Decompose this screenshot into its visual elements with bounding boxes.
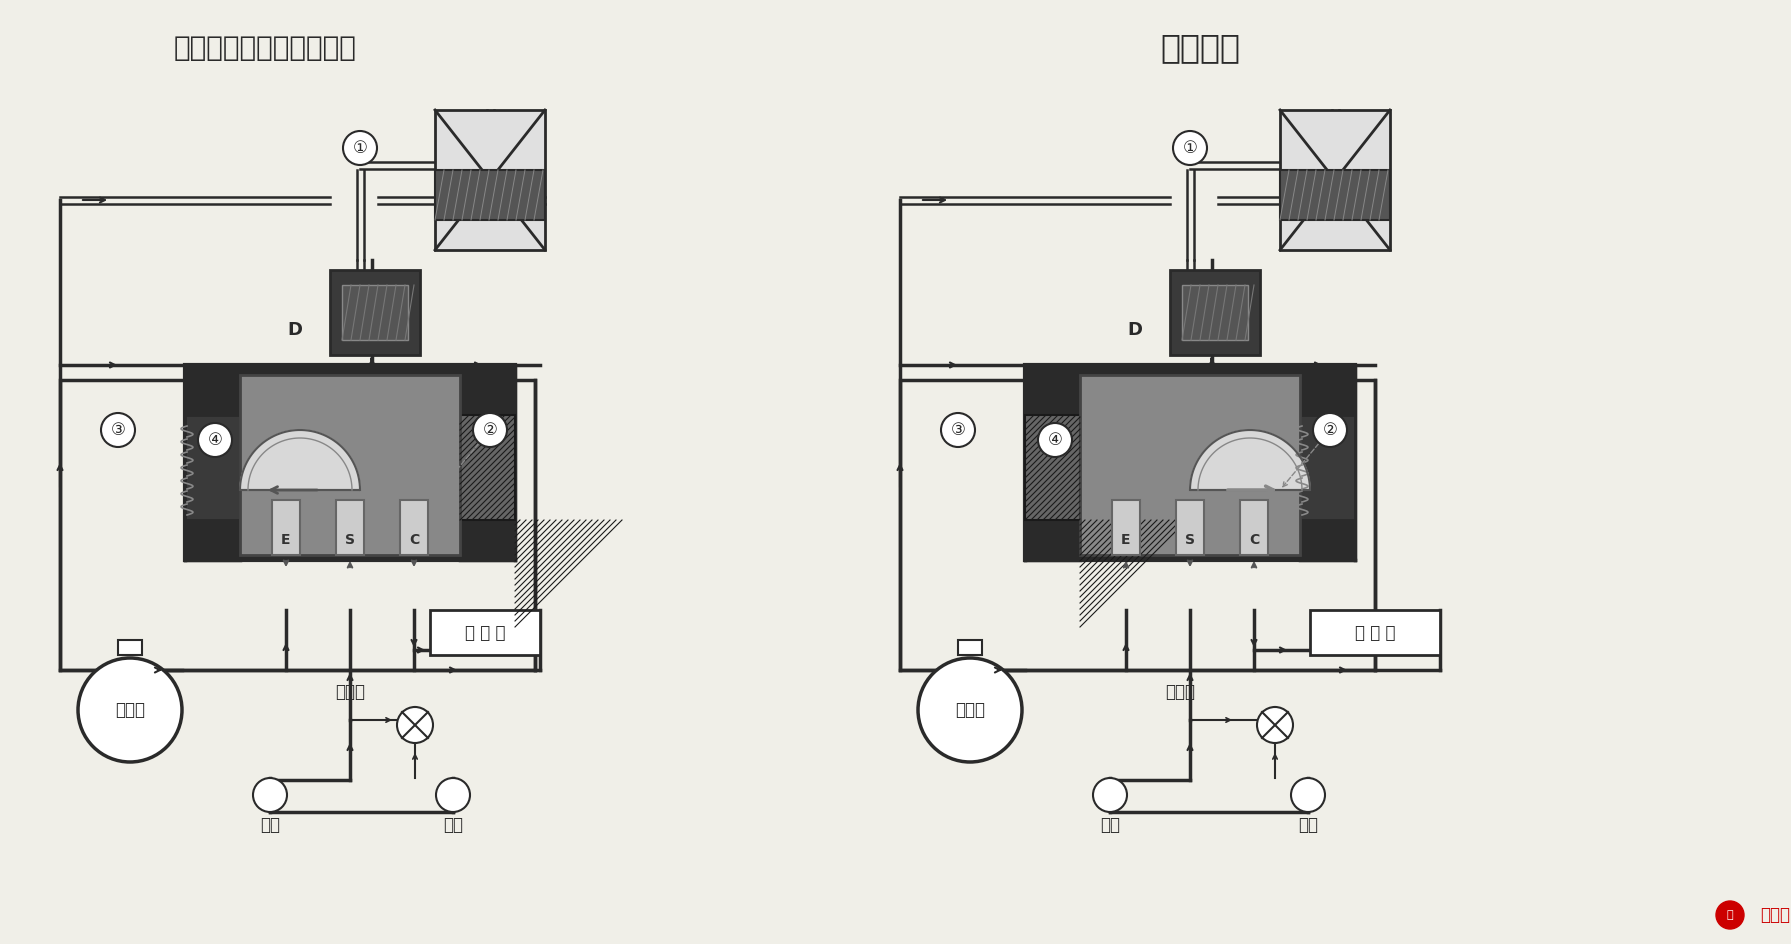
Bar <box>184 365 516 560</box>
Circle shape <box>100 413 134 447</box>
Text: C: C <box>1248 533 1259 547</box>
Circle shape <box>1039 423 1073 457</box>
Circle shape <box>79 658 183 762</box>
Text: ③: ③ <box>951 421 965 439</box>
Bar <box>901 380 1375 670</box>
Circle shape <box>199 423 233 457</box>
Circle shape <box>919 658 1023 762</box>
Bar <box>460 415 516 520</box>
Text: D: D <box>288 321 303 339</box>
Circle shape <box>1257 707 1293 743</box>
Text: 冷 凝 器: 冷 凝 器 <box>1354 624 1395 642</box>
Text: 毛细管: 毛细管 <box>335 683 365 701</box>
Bar <box>460 415 516 520</box>
Text: ③: ③ <box>111 421 125 439</box>
Bar <box>1024 415 1080 520</box>
Circle shape <box>344 131 376 165</box>
Bar <box>1177 500 1204 555</box>
Bar <box>342 285 408 340</box>
Text: 鼎达信: 鼎达信 <box>1761 906 1789 924</box>
Bar <box>435 110 544 250</box>
Bar <box>240 375 460 555</box>
Text: 小阀: 小阀 <box>1298 816 1318 834</box>
Circle shape <box>1291 778 1325 812</box>
Text: 制热状态: 制热状态 <box>1161 31 1239 64</box>
Bar <box>61 380 536 670</box>
Text: S: S <box>1186 533 1195 547</box>
Bar <box>1239 500 1268 555</box>
Text: ④: ④ <box>208 431 222 449</box>
Text: 大阀: 大阀 <box>260 816 279 834</box>
Bar <box>330 270 421 355</box>
Circle shape <box>398 707 433 743</box>
Bar <box>958 640 981 655</box>
Bar <box>118 640 141 655</box>
Text: D: D <box>1128 321 1143 339</box>
Bar <box>1080 375 1300 555</box>
Bar <box>1182 285 1248 340</box>
Text: ④: ④ <box>1048 431 1062 449</box>
Bar <box>1024 365 1356 560</box>
Text: ①: ① <box>1182 139 1198 157</box>
Circle shape <box>1313 413 1347 447</box>
Bar <box>184 415 240 520</box>
Text: 大阀: 大阀 <box>1100 816 1119 834</box>
Bar <box>1024 415 1080 520</box>
Text: 先导阀处在引导制热状态: 先导阀处在引导制热状态 <box>174 34 356 62</box>
Text: 小阀: 小阀 <box>442 816 464 834</box>
Text: 冷 凝 器: 冷 凝 器 <box>464 624 505 642</box>
Text: E: E <box>281 533 290 547</box>
Bar <box>435 170 544 220</box>
Bar <box>1300 415 1356 520</box>
Text: 压缩机: 压缩机 <box>955 701 985 719</box>
Bar <box>399 500 428 555</box>
Bar <box>1309 610 1440 655</box>
Text: ②: ② <box>482 421 498 439</box>
Circle shape <box>1093 778 1127 812</box>
Bar <box>1170 270 1261 355</box>
Bar <box>272 500 301 555</box>
Text: ②: ② <box>1322 421 1338 439</box>
Bar <box>1112 500 1141 555</box>
Text: S: S <box>346 533 355 547</box>
Circle shape <box>1173 131 1207 165</box>
Polygon shape <box>1189 430 1309 490</box>
Bar <box>430 610 541 655</box>
Text: 毛细管: 毛细管 <box>1164 683 1195 701</box>
Circle shape <box>253 778 287 812</box>
Circle shape <box>435 778 469 812</box>
Polygon shape <box>240 430 360 490</box>
Text: C: C <box>408 533 419 547</box>
Circle shape <box>1716 901 1744 929</box>
Bar <box>1281 110 1390 250</box>
Circle shape <box>940 413 974 447</box>
Bar <box>1281 170 1390 220</box>
Text: 压缩机: 压缩机 <box>115 701 145 719</box>
Text: E: E <box>1121 533 1130 547</box>
Text: ①: ① <box>353 139 367 157</box>
Text: 鼎: 鼎 <box>1727 910 1734 920</box>
Bar <box>337 500 364 555</box>
Circle shape <box>473 413 507 447</box>
